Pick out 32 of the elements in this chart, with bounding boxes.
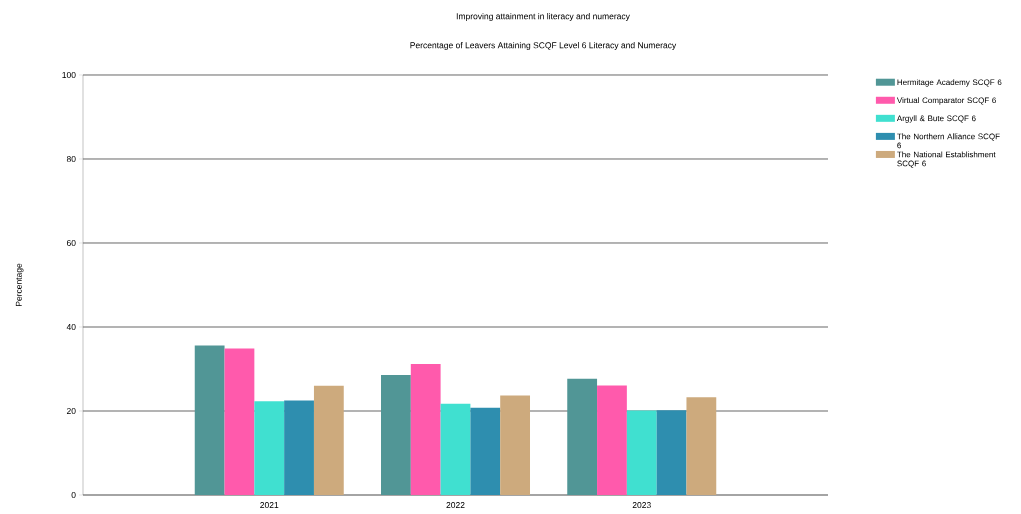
bar: [194, 345, 225, 495]
y-tick-label: 100: [62, 71, 76, 78]
bar: [254, 401, 285, 495]
bar: [313, 385, 344, 495]
y-tick-label: 40: [66, 323, 76, 330]
chart-subtitle: Percentage of Leavers Attaining SCQF Level 6 Literacy and Numeracy: [410, 42, 677, 50]
y-tick-label: 20: [66, 407, 76, 414]
legend-label: Argyll & Bute SCQF 6: [896, 115, 976, 123]
legend-label: The National Establishment SCQF 6: [897, 151, 996, 168]
legend-label: Hermitage Academy SCQF 6: [897, 79, 1002, 87]
bar: [626, 410, 657, 495]
bar: [410, 363, 441, 495]
bar: [470, 407, 501, 495]
bar: [224, 348, 255, 495]
chart-title: Improving attainment in literacy and numeracy: [456, 13, 630, 21]
bar: [440, 403, 471, 495]
y-tick-label: 0: [71, 491, 76, 498]
x-tick-label: 2021: [260, 502, 279, 509]
bar: [284, 400, 314, 495]
bar: [656, 410, 687, 495]
bar: [597, 385, 627, 495]
x-tick-label: 2022: [446, 502, 465, 509]
bar: [381, 374, 411, 495]
legend-label: Virtual Comparator SCQF 6: [896, 97, 996, 105]
legend-label: The Northern Alliance SCQF 6: [897, 133, 1000, 149]
bar: [567, 378, 598, 495]
y-axis-title: Percentage: [15, 263, 24, 307]
bar: [686, 397, 717, 495]
bar: [500, 395, 530, 495]
y-tick-label: 80: [66, 155, 76, 162]
y-tick-label: 60: [66, 239, 76, 246]
x-tick-label: 2023: [632, 502, 651, 509]
